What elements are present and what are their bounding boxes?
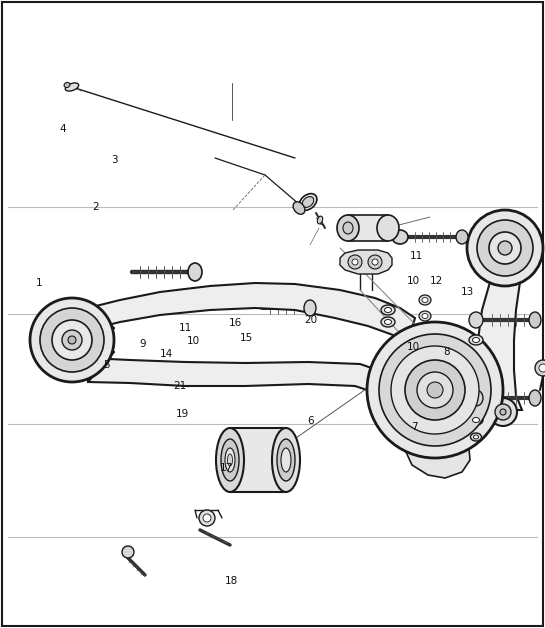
Circle shape (199, 510, 215, 526)
Ellipse shape (122, 546, 134, 558)
Ellipse shape (227, 454, 233, 466)
Ellipse shape (343, 222, 353, 234)
Text: 2: 2 (92, 202, 99, 212)
Ellipse shape (474, 435, 479, 439)
Ellipse shape (377, 215, 399, 241)
Text: 5: 5 (103, 360, 110, 371)
Ellipse shape (470, 433, 481, 441)
Text: 9: 9 (140, 338, 146, 349)
Circle shape (489, 398, 517, 426)
Ellipse shape (469, 335, 483, 345)
Ellipse shape (317, 216, 323, 224)
Ellipse shape (529, 390, 541, 406)
Ellipse shape (419, 295, 431, 305)
Ellipse shape (304, 300, 316, 316)
Ellipse shape (392, 230, 408, 244)
Circle shape (500, 409, 506, 415)
Text: 13: 13 (461, 287, 474, 297)
Ellipse shape (529, 312, 541, 328)
Circle shape (203, 514, 211, 522)
Ellipse shape (469, 312, 483, 328)
Circle shape (352, 259, 358, 265)
Ellipse shape (64, 82, 70, 87)
Circle shape (348, 255, 362, 269)
Text: 12: 12 (429, 276, 443, 286)
Text: 20: 20 (304, 315, 317, 325)
Ellipse shape (422, 313, 428, 318)
Ellipse shape (225, 448, 235, 472)
Ellipse shape (456, 230, 468, 244)
Polygon shape (406, 428, 470, 478)
Circle shape (498, 241, 512, 255)
Circle shape (467, 210, 543, 286)
Ellipse shape (419, 311, 431, 321)
Circle shape (495, 404, 511, 420)
Ellipse shape (293, 202, 305, 214)
Ellipse shape (65, 83, 78, 91)
Text: 7: 7 (411, 422, 417, 432)
Text: 4: 4 (59, 124, 66, 134)
Polygon shape (88, 358, 440, 460)
Ellipse shape (385, 308, 391, 313)
Text: 11: 11 (179, 323, 192, 333)
Circle shape (391, 346, 479, 434)
Text: 8: 8 (444, 347, 450, 357)
Ellipse shape (422, 298, 428, 303)
Polygon shape (348, 215, 388, 241)
Text: 6: 6 (307, 416, 314, 426)
Text: 10: 10 (407, 342, 420, 352)
Text: 21: 21 (173, 381, 186, 391)
Circle shape (30, 298, 114, 382)
Ellipse shape (381, 305, 395, 315)
Ellipse shape (385, 320, 391, 325)
Circle shape (417, 372, 453, 408)
Text: 19: 19 (176, 409, 189, 420)
Circle shape (379, 334, 491, 446)
Ellipse shape (277, 439, 295, 481)
Polygon shape (476, 282, 522, 410)
Circle shape (368, 255, 382, 269)
Circle shape (62, 330, 82, 350)
Ellipse shape (381, 317, 395, 327)
Circle shape (539, 364, 545, 372)
Text: 18: 18 (225, 576, 238, 586)
Polygon shape (404, 345, 480, 428)
Text: 15: 15 (240, 333, 253, 343)
Polygon shape (340, 250, 392, 274)
Ellipse shape (469, 415, 483, 425)
Ellipse shape (473, 418, 480, 423)
Circle shape (427, 382, 443, 398)
Text: 1: 1 (36, 278, 43, 288)
Ellipse shape (337, 215, 359, 241)
Ellipse shape (473, 337, 480, 342)
Ellipse shape (302, 197, 314, 207)
Text: 3: 3 (111, 155, 118, 165)
Circle shape (40, 308, 104, 372)
Text: 14: 14 (160, 349, 173, 359)
Text: 10: 10 (407, 276, 420, 286)
Ellipse shape (221, 439, 239, 481)
Circle shape (367, 322, 503, 458)
Ellipse shape (299, 193, 317, 210)
Ellipse shape (216, 428, 244, 492)
Circle shape (405, 360, 465, 420)
Circle shape (477, 220, 533, 276)
Text: 17: 17 (220, 463, 233, 473)
Text: 11: 11 (410, 251, 423, 261)
Text: 10: 10 (187, 336, 200, 346)
Circle shape (535, 360, 545, 376)
Text: 16: 16 (229, 318, 242, 328)
Ellipse shape (281, 448, 291, 472)
Polygon shape (230, 428, 286, 492)
Ellipse shape (469, 390, 483, 406)
Polygon shape (88, 283, 415, 342)
Circle shape (52, 320, 92, 360)
Ellipse shape (272, 428, 300, 492)
Ellipse shape (188, 263, 202, 281)
Circle shape (489, 232, 521, 264)
Circle shape (372, 259, 378, 265)
Circle shape (68, 336, 76, 344)
